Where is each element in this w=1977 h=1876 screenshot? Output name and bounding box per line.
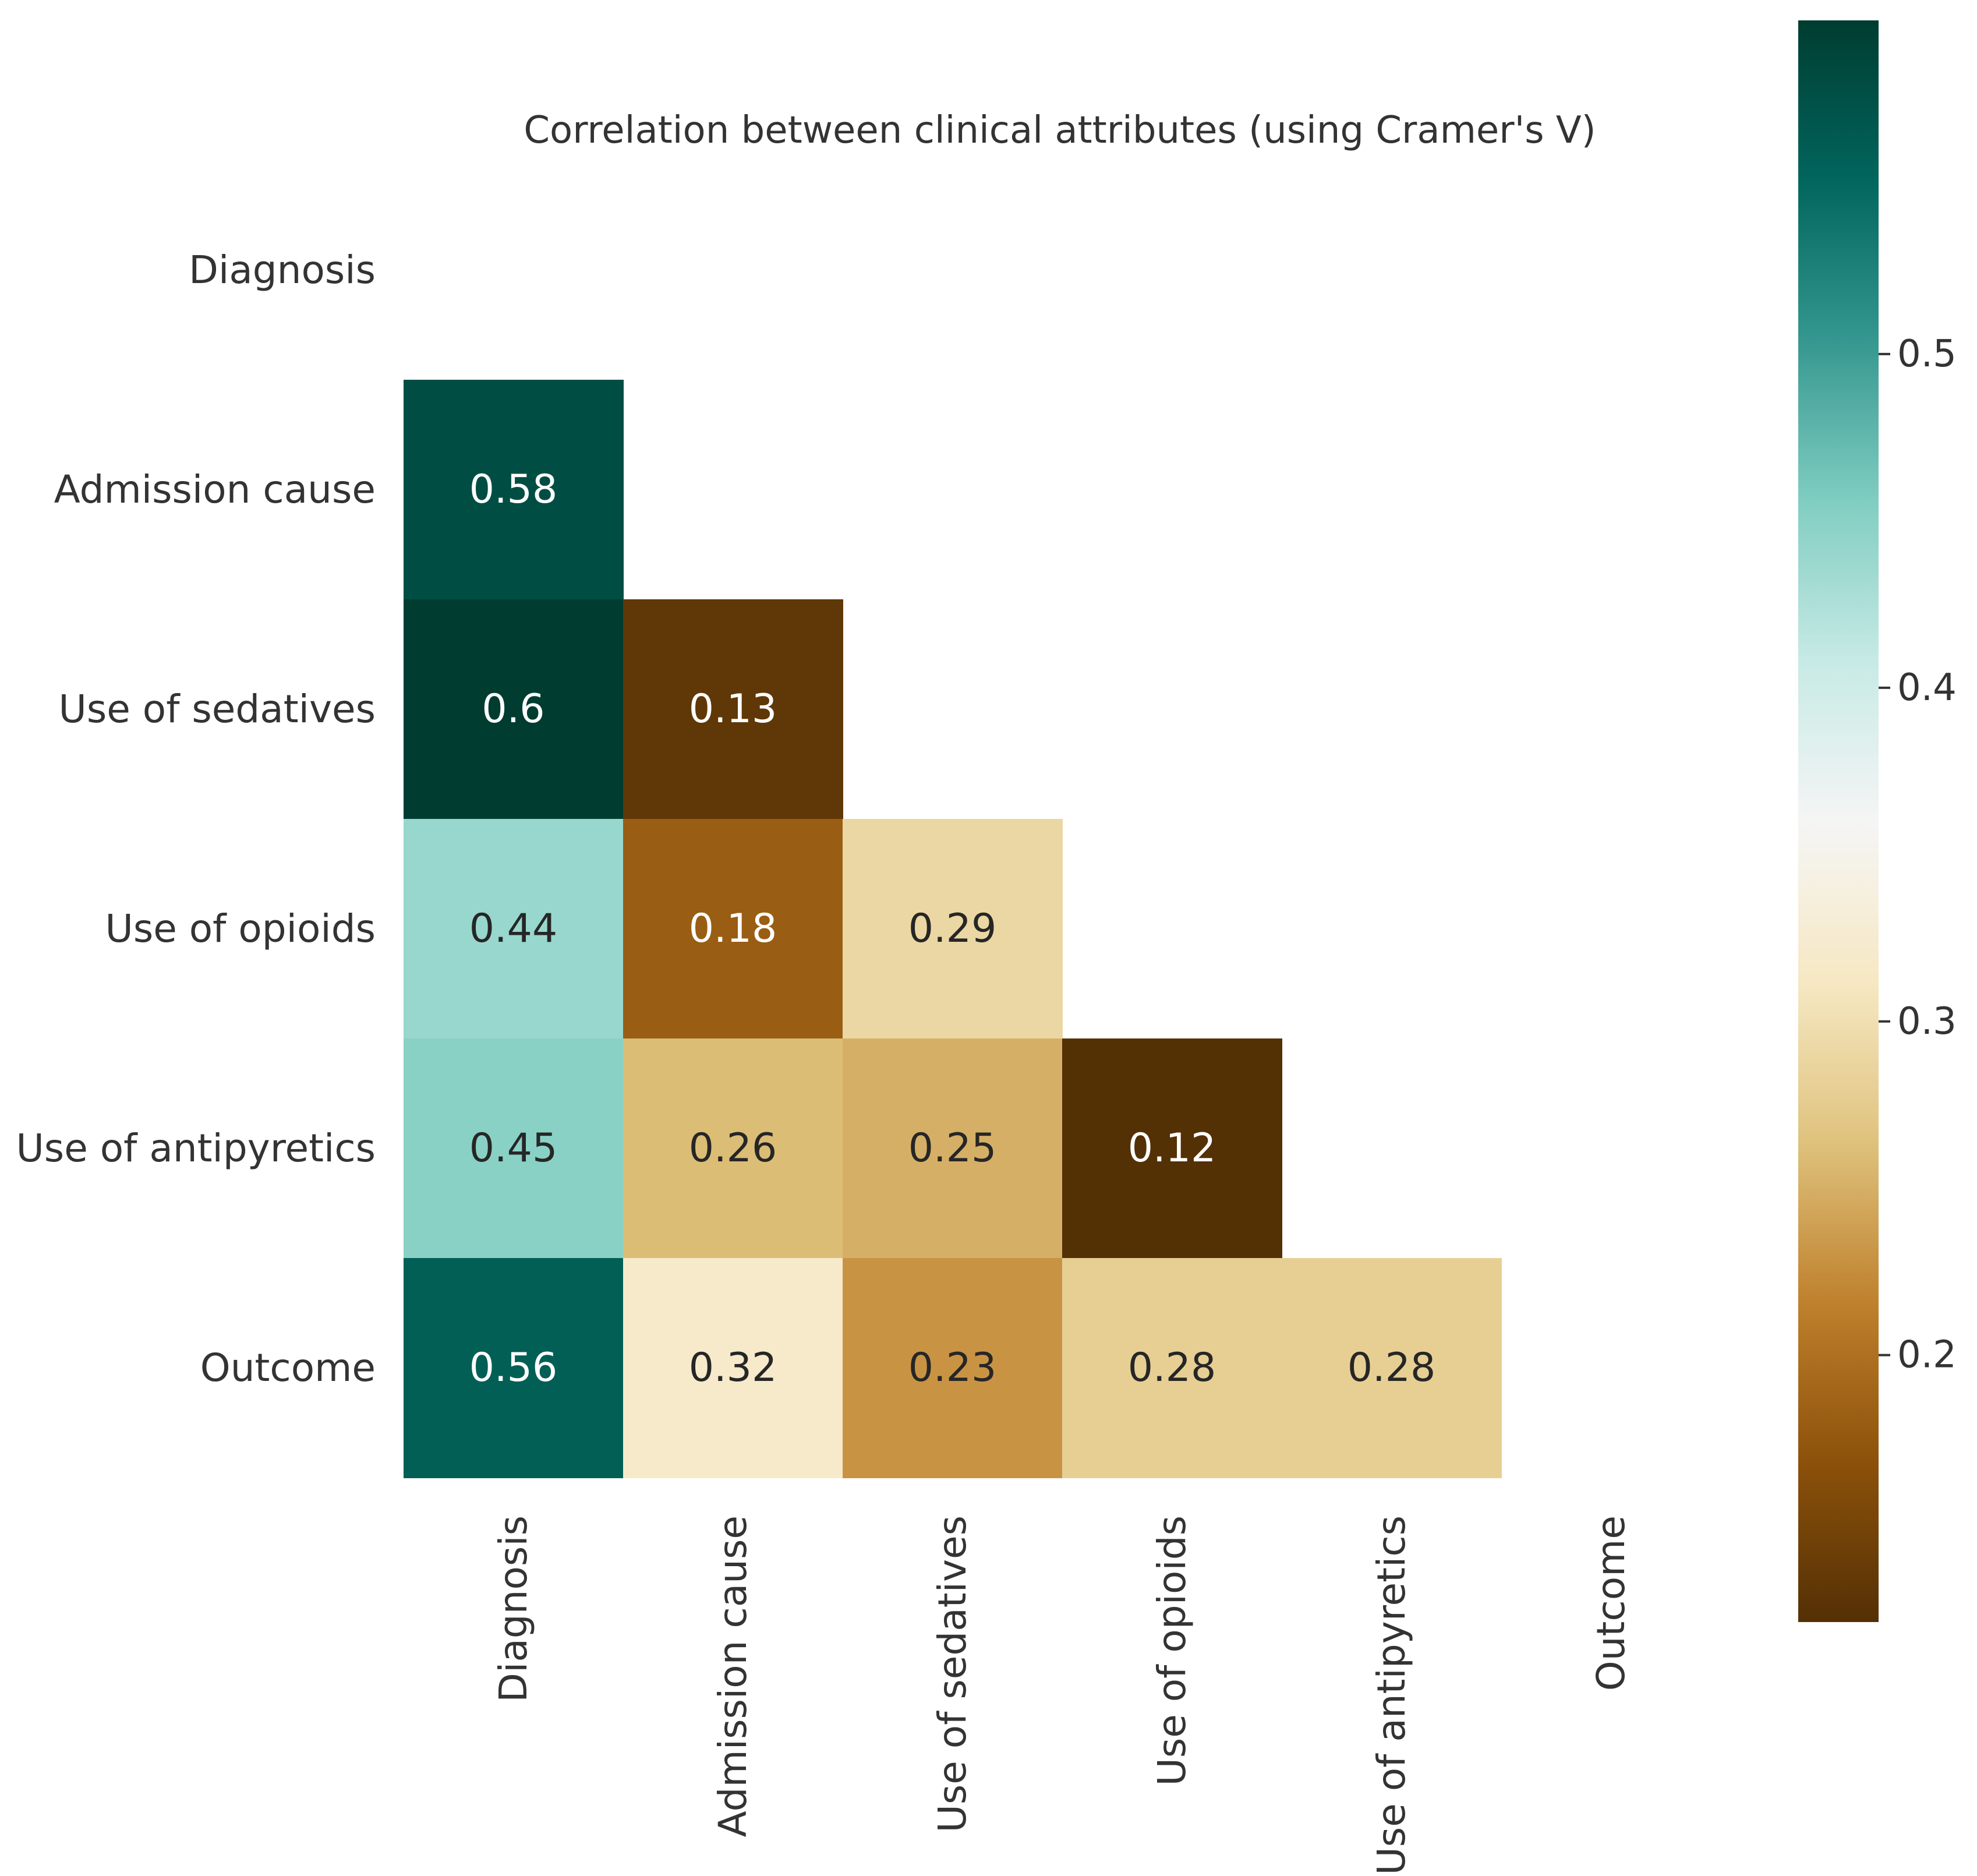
x-tick-label: Use of sedatives [930, 1515, 975, 1832]
heatmap-cell-use-of-sedatives-vs-admission-cause [623, 599, 843, 819]
heatmap-cell-use-of-antipyretics-vs-diagnosis [404, 1038, 624, 1259]
heatmap-cells: 0.58 0.6 0.13 0.44 0.18 0.29 0.45 0.26 0.25 0.12 0… [404, 380, 1502, 1478]
cell-value-label: 0.18 [689, 906, 777, 952]
cell-value-label: 0.25 [908, 1125, 996, 1171]
heatmap-cell-use-of-sedatives-vs-diagnosis [404, 599, 624, 819]
heatmap-cell-outcome-vs-use-of-sedatives [843, 1258, 1063, 1478]
colorbar-tick-label: 0.4 [1897, 666, 1957, 709]
heatmap-cell-use-of-antipyretics-vs-admission-cause [623, 1038, 843, 1259]
heatmap-cell-outcome-vs-admission-cause [623, 1258, 843, 1478]
heatmap-cell-outcome-vs-use-of-opioids [1062, 1258, 1282, 1478]
x-tick-label: Use of antipyretics [1369, 1515, 1414, 1875]
x-tick-label: Use of opioids [1150, 1515, 1194, 1786]
colorbar-tick-label: 0.5 [1897, 333, 1957, 376]
y-tick-label: Use of opioids [105, 906, 376, 951]
cell-value-label: 0.13 [689, 686, 777, 732]
cell-value-label: 0.45 [469, 1125, 557, 1171]
heatmap-cell-outcome-vs-diagnosis [404, 1258, 624, 1478]
colorbar-tick-label: 0.3 [1897, 1000, 1957, 1043]
heatmap-cell-outcome-vs-use-of-antipyretics [1282, 1258, 1502, 1478]
heatmap-cell-use-of-opioids-vs-diagnosis [404, 819, 624, 1039]
cell-value-label: 0.32 [689, 1345, 777, 1391]
y-axis-tick-labels: Diagnosis Admission cause Use of sedatives… [16, 248, 376, 1390]
heatmap-cell-use-of-opioids-vs-use-of-sedatives [843, 819, 1063, 1039]
cell-value-label: 0.44 [469, 906, 557, 952]
heatmap-cell-admission-cause-vs-diagnosis [404, 380, 624, 600]
cell-value-label: 0.56 [469, 1345, 557, 1391]
y-tick-label: Use of antipyretics [16, 1126, 376, 1171]
heatmap-cell-use-of-opioids-vs-admission-cause [623, 819, 843, 1039]
heatmap-cell-use-of-antipyretics-vs-use-of-sedatives [843, 1038, 1063, 1259]
chart-title: Correlation between clinical attributes … [524, 109, 1596, 152]
colorbar: 0.2 0.3 0.4 0.5 [1798, 20, 1957, 1622]
x-axis-tick-labels: Diagnosis Admission cause Use of sedatives… [491, 1515, 1633, 1875]
colorbar-tick-label: 0.2 [1897, 1334, 1957, 1377]
cell-value-label: 0.6 [482, 686, 544, 732]
x-tick-label: Admission cause [710, 1515, 755, 1837]
y-tick-label: Admission cause [54, 467, 376, 512]
y-tick-label: Outcome [200, 1345, 376, 1390]
cell-value-label: 0.23 [908, 1345, 996, 1391]
y-tick-label: Use of sedatives [59, 687, 376, 732]
x-tick-label: Diagnosis [491, 1515, 536, 1702]
cell-value-label: 0.29 [908, 906, 996, 952]
y-tick-label: Diagnosis [189, 248, 376, 292]
cell-value-label: 0.12 [1128, 1125, 1216, 1171]
cell-value-label: 0.58 [469, 467, 557, 513]
cell-value-label: 0.28 [1348, 1345, 1435, 1391]
x-tick-label: Outcome [1589, 1515, 1633, 1691]
heatmap-cell-use-of-antipyretics-vs-use-of-opioids [1062, 1038, 1282, 1259]
cell-value-label: 0.26 [689, 1125, 777, 1171]
cell-value-label: 0.28 [1128, 1345, 1216, 1391]
colorbar-gradient [1798, 20, 1879, 1622]
